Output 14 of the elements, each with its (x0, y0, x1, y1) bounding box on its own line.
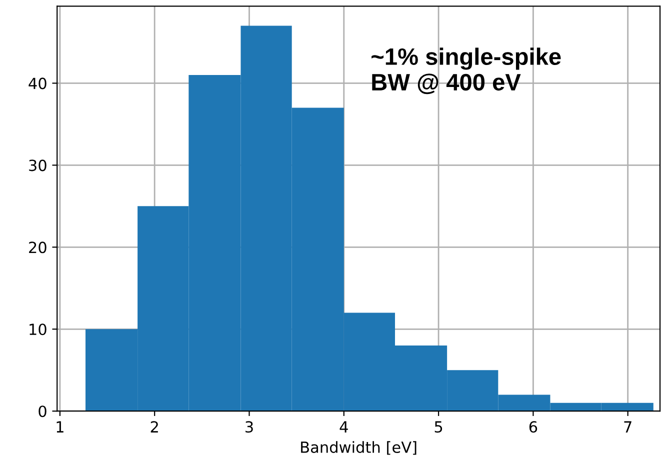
y-tick-label: 40 (28, 78, 46, 90)
x-tick-label: 2 (150, 421, 158, 432)
x-tick-label: 1 (56, 421, 64, 432)
y-tick-label: 30 (29, 160, 46, 172)
y-tick-label: 20 (29, 242, 46, 254)
y-tick-label: 0 (38, 406, 46, 418)
x-tick-label: 3 (246, 421, 253, 433)
y-tick-label: 10 (30, 324, 46, 336)
annotation: ~1% single-spike BW @ 400 eV (372, 48, 561, 94)
x-tick-label: 5 (434, 421, 442, 433)
x-tick-label: 4 (340, 421, 348, 432)
x-axis-title: Bandwidth [eV] (301, 441, 416, 455)
x-tick-label: 6 (529, 421, 538, 433)
x-tick-label: 7 (624, 421, 632, 432)
